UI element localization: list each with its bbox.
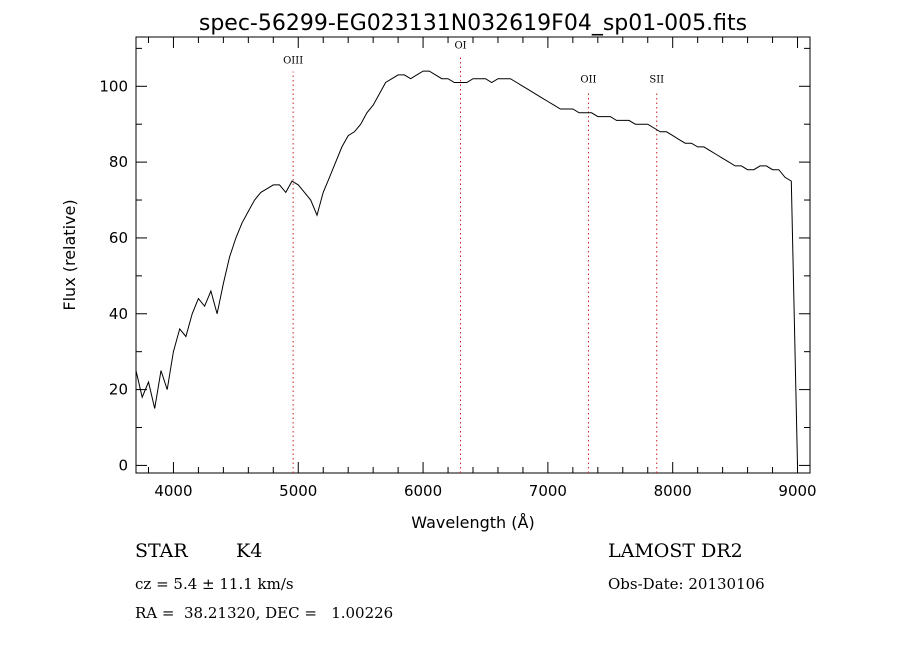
plot-frame <box>135 36 811 474</box>
chart-title: spec-56299-EG023131N032619F04_sp01-005.f… <box>199 11 747 36</box>
x-tick-label: 9000 <box>778 482 816 500</box>
x-tick-label: 7000 <box>529 482 567 500</box>
y-tick-label: 100 <box>99 77 128 95</box>
x-axis-label: Wavelength (Å) <box>411 513 534 532</box>
coordinates: RA = 38.21320, DEC = 1.00226 <box>135 604 394 622</box>
spectrum-line <box>135 70 798 466</box>
y-tick-label: 0 <box>118 456 128 474</box>
y-axis-label: Flux (relative) <box>60 199 79 310</box>
line-marker-label: OIII <box>283 56 303 67</box>
line-marker-label: OII <box>580 74 596 85</box>
x-tick-label: 8000 <box>654 482 692 500</box>
observation-date: Obs-Date: 20130106 <box>608 575 765 593</box>
survey-name: LAMOST DR2 <box>608 540 743 562</box>
line-marker-label: OI <box>454 40 466 51</box>
y-tick-label: 80 <box>109 153 128 171</box>
x-tick-label: 6000 <box>404 482 442 500</box>
y-tick-label: 60 <box>109 229 128 247</box>
x-tick-label: 5000 <box>279 482 317 500</box>
object-subclass: K4 <box>236 540 263 562</box>
object-class: STAR <box>135 540 188 562</box>
y-tick-label: 40 <box>109 305 128 323</box>
y-tick-label: 20 <box>109 381 128 399</box>
redshift-cz: cz = 5.4 ± 11.1 km/s <box>135 575 294 593</box>
x-tick-label: 4000 <box>154 482 192 500</box>
line-marker-label: SII <box>649 74 664 85</box>
